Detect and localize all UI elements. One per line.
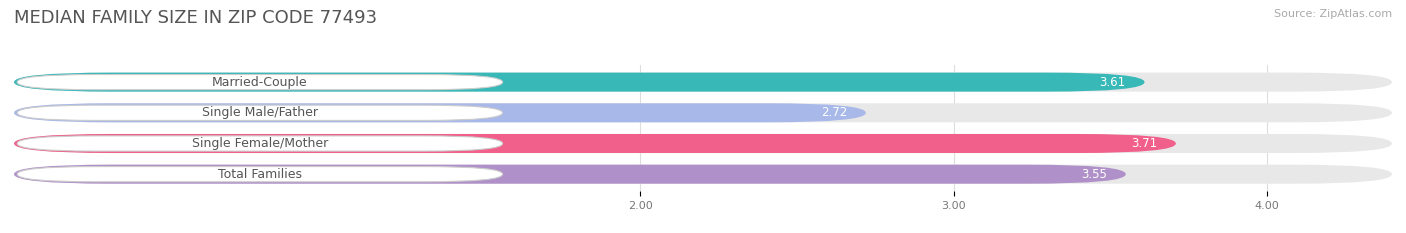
FancyBboxPatch shape bbox=[14, 165, 1392, 184]
FancyBboxPatch shape bbox=[17, 136, 502, 151]
FancyBboxPatch shape bbox=[14, 103, 866, 122]
Text: Single Female/Mother: Single Female/Mother bbox=[191, 137, 328, 150]
Text: 3.61: 3.61 bbox=[1099, 76, 1126, 89]
FancyBboxPatch shape bbox=[14, 103, 1392, 122]
FancyBboxPatch shape bbox=[14, 73, 1392, 92]
FancyBboxPatch shape bbox=[14, 134, 1175, 153]
Text: MEDIAN FAMILY SIZE IN ZIP CODE 77493: MEDIAN FAMILY SIZE IN ZIP CODE 77493 bbox=[14, 9, 377, 27]
Text: Married-Couple: Married-Couple bbox=[212, 76, 308, 89]
Text: Source: ZipAtlas.com: Source: ZipAtlas.com bbox=[1274, 9, 1392, 19]
Text: 3.71: 3.71 bbox=[1130, 137, 1157, 150]
Text: Total Families: Total Families bbox=[218, 168, 302, 181]
FancyBboxPatch shape bbox=[14, 73, 1144, 92]
FancyBboxPatch shape bbox=[14, 165, 1126, 184]
FancyBboxPatch shape bbox=[17, 105, 502, 120]
Text: 2.72: 2.72 bbox=[821, 106, 846, 119]
FancyBboxPatch shape bbox=[17, 167, 502, 182]
Text: Single Male/Father: Single Male/Father bbox=[202, 106, 318, 119]
Text: 3.55: 3.55 bbox=[1081, 168, 1107, 181]
FancyBboxPatch shape bbox=[14, 134, 1392, 153]
FancyBboxPatch shape bbox=[17, 75, 502, 90]
